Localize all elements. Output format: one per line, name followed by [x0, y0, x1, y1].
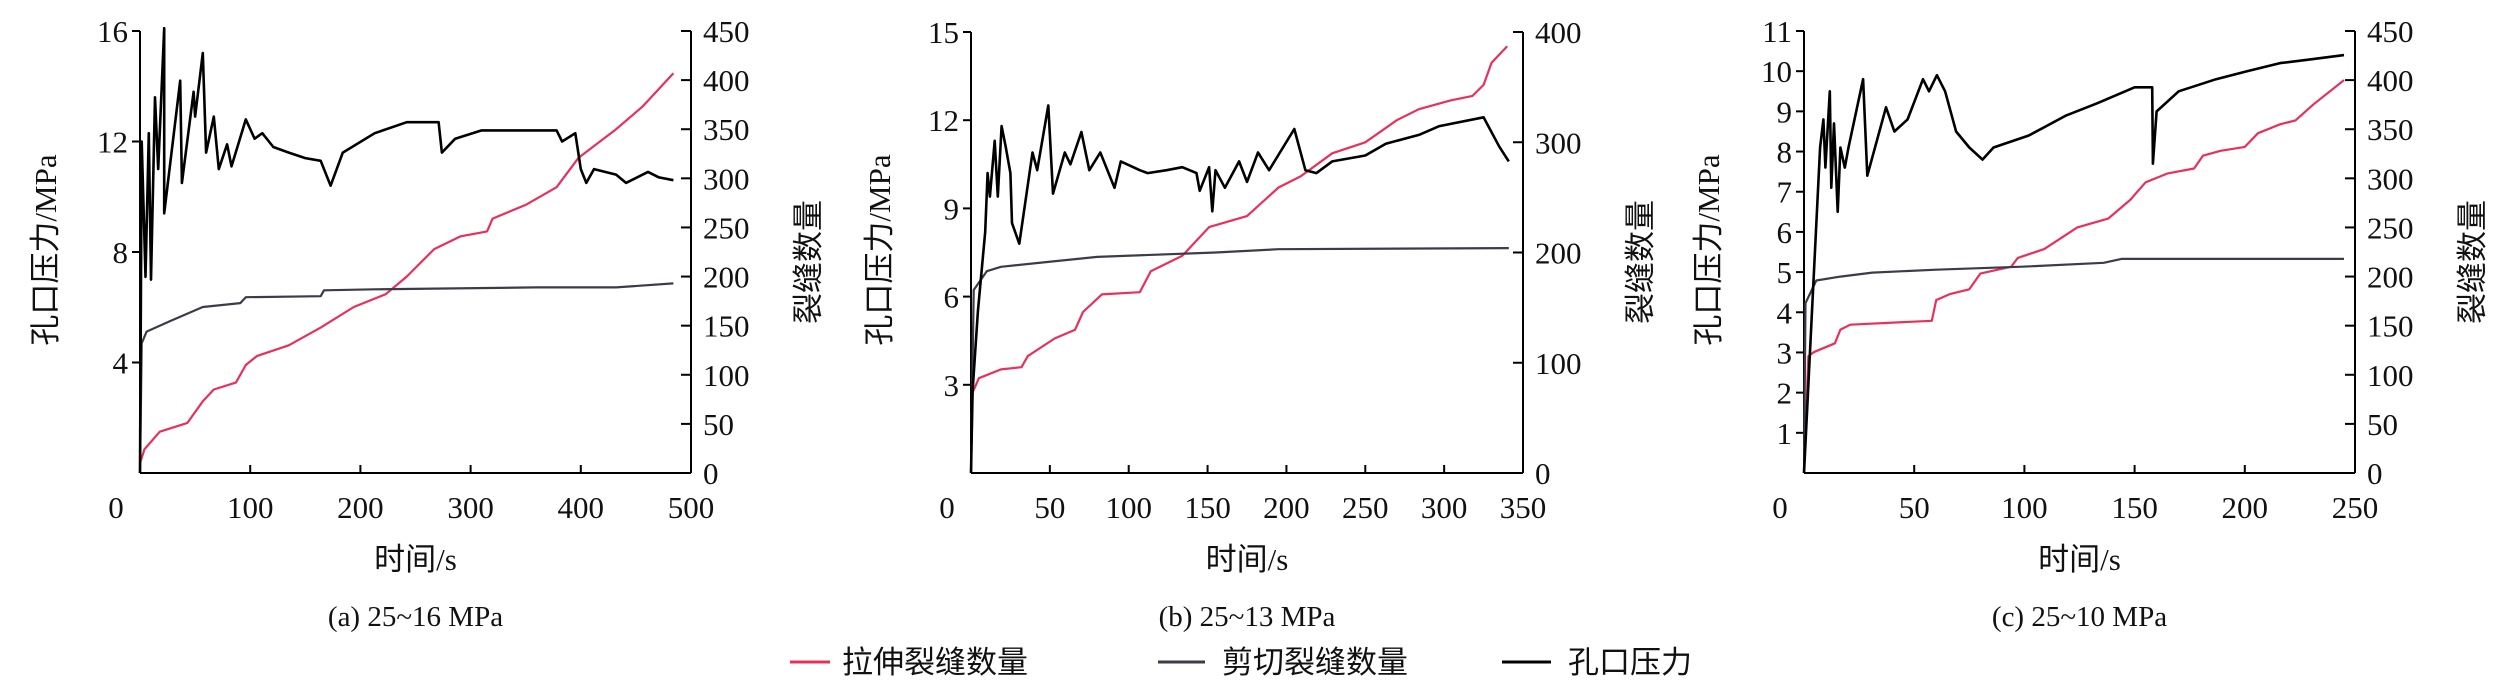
y-tick-label: 8	[1777, 135, 1793, 170]
y2-tick-label: 100	[2367, 358, 2414, 393]
panel-caption: (c) 25~10 MPa	[1992, 601, 2167, 633]
chart-panel-b: 0 50 100 150 200 250 300 3503691215010020030040…	[862, 15, 1658, 633]
panel-caption: (a) 25~16 MPa	[328, 601, 503, 633]
y2-tick-label: 300	[2367, 161, 2414, 196]
pressure-line	[969, 104, 1510, 474]
y2-axis-label: 裂缝数量	[1623, 200, 1658, 324]
y2-tick-label: 250	[2367, 210, 2414, 245]
y2-tick-label: 450	[703, 14, 750, 49]
x-tick-label: 50	[1034, 490, 1065, 525]
y-tick-label: 4	[1777, 295, 1793, 330]
y-tick-label: 3	[944, 368, 960, 403]
y2-tick-label: 50	[2367, 407, 2398, 442]
x-tick-label: 250	[2332, 490, 2379, 525]
x-tick-label: 200	[2222, 490, 2269, 525]
tensile-crack-line	[138, 72, 675, 464]
y-tick-label: 10	[1761, 54, 1792, 89]
y-tick-label: 5	[1777, 255, 1793, 290]
y-tick-label: 4	[113, 346, 129, 381]
x-tick-label: 150	[2111, 490, 2158, 525]
y2-tick-label: 0	[1535, 456, 1551, 491]
chart-panel-c: 0 50 100 150 200 250 1 2 3 4 5 6 7 8 9 10 11 0 50 100 150 200…	[1691, 14, 2490, 633]
shear-crack-line	[138, 282, 674, 474]
x-tick-label: 100	[1105, 490, 1152, 525]
x-tick-label: 100	[2001, 490, 2048, 525]
shear-crack-line	[969, 247, 1509, 474]
y2-tick-label: 350	[703, 112, 750, 147]
y-axis-label: 孔口压力/MPa	[28, 154, 63, 345]
x-axis-label: 时间/s	[2038, 542, 2121, 577]
y2-tick-label: 100	[1535, 346, 1582, 381]
x-tick-label: 250	[1342, 490, 1389, 525]
legend: 拉伸裂缝数量 剪切裂缝数量 孔口压力	[790, 645, 1692, 680]
y2-axis-label: 裂缝数量	[791, 200, 826, 324]
chart-panel-a: 0 100 200 300 400 500 4 8 12 16 0 50 100 150 200 250 300…	[28, 14, 826, 633]
shear-crack-line	[1802, 257, 2344, 474]
y-tick-label: 7	[1777, 175, 1793, 210]
tensile-crack-line	[969, 45, 1508, 474]
x-tick-label: 0	[108, 490, 124, 525]
pressure-line	[138, 26, 674, 474]
y-tick-label: 9	[944, 191, 960, 226]
x-tick-label: 350	[1500, 490, 1547, 525]
legend-label-tensile: 拉伸裂缝数量	[842, 645, 1028, 680]
legend-label-shear: 剪切裂缝数量	[1222, 645, 1408, 680]
y2-tick-label: 150	[2367, 309, 2414, 344]
x-tick-label: 150	[1184, 490, 1231, 525]
y2-tick-label: 100	[703, 358, 750, 393]
y-tick-label: 9	[1777, 94, 1793, 129]
x-tick-label: 500	[668, 490, 715, 525]
y-tick-label: 16	[97, 14, 128, 49]
x-axis-label: 时间/s	[374, 542, 457, 577]
x-tick-label: 300	[1421, 490, 1468, 525]
x-axis-label: 时间/s	[1206, 542, 1289, 577]
y2-tick-label: 0	[2367, 456, 2383, 491]
y2-axis-label: 裂缝数量	[2455, 200, 2490, 324]
y2-tick-label: 0	[703, 456, 719, 491]
y-tick-label: 2	[1777, 376, 1793, 411]
y2-tick-label: 400	[1535, 15, 1582, 50]
y2-tick-label: 200	[2367, 260, 2414, 295]
panel-caption: (b) 25~13 MPa	[1159, 601, 1336, 633]
y2-tick-label: 50	[703, 407, 734, 442]
x-tick-label: 200	[1263, 490, 1310, 525]
y-tick-label: 6	[944, 280, 960, 315]
y2-tick-label: 350	[2367, 112, 2414, 147]
y-tick-label: 3	[1777, 335, 1793, 370]
tensile-crack-line	[1802, 79, 2345, 474]
y-axis-label: 孔口压力/MPa	[1691, 154, 1726, 345]
y-tick-label: 15	[928, 15, 959, 50]
y2-tick-label: 450	[2367, 14, 2414, 49]
x-tick-label: 300	[447, 490, 494, 525]
y2-tick-label: 400	[703, 63, 750, 98]
y2-tick-label: 250	[703, 210, 750, 245]
y2-tick-label: 300	[1535, 125, 1582, 160]
y2-tick-label: 150	[703, 309, 750, 344]
x-tick-label: 200	[337, 490, 384, 525]
x-tick-label: 0	[1772, 490, 1788, 525]
x-tick-label: 50	[1899, 490, 1930, 525]
y-tick-label: 12	[928, 103, 959, 138]
x-tick-label: 100	[227, 490, 274, 525]
y2-tick-label: 200	[1535, 236, 1582, 271]
y-tick-label: 6	[1777, 215, 1793, 250]
y-tick-label: 11	[1762, 14, 1792, 49]
y-tick-label: 1	[1777, 416, 1793, 451]
pressure-line	[1802, 53, 2345, 474]
x-tick-label: 400	[558, 490, 605, 525]
y2-tick-label: 200	[703, 260, 750, 295]
x-tick-label: 0	[939, 490, 955, 525]
y2-tick-label: 300	[703, 161, 750, 196]
y-axis-label: 孔口压力/MPa	[862, 154, 897, 345]
y2-tick-label: 400	[2367, 63, 2414, 98]
legend-label-pressure: 孔口压力	[1568, 645, 1692, 680]
y-tick-label: 8	[113, 235, 129, 270]
y-tick-label: 12	[97, 125, 128, 160]
